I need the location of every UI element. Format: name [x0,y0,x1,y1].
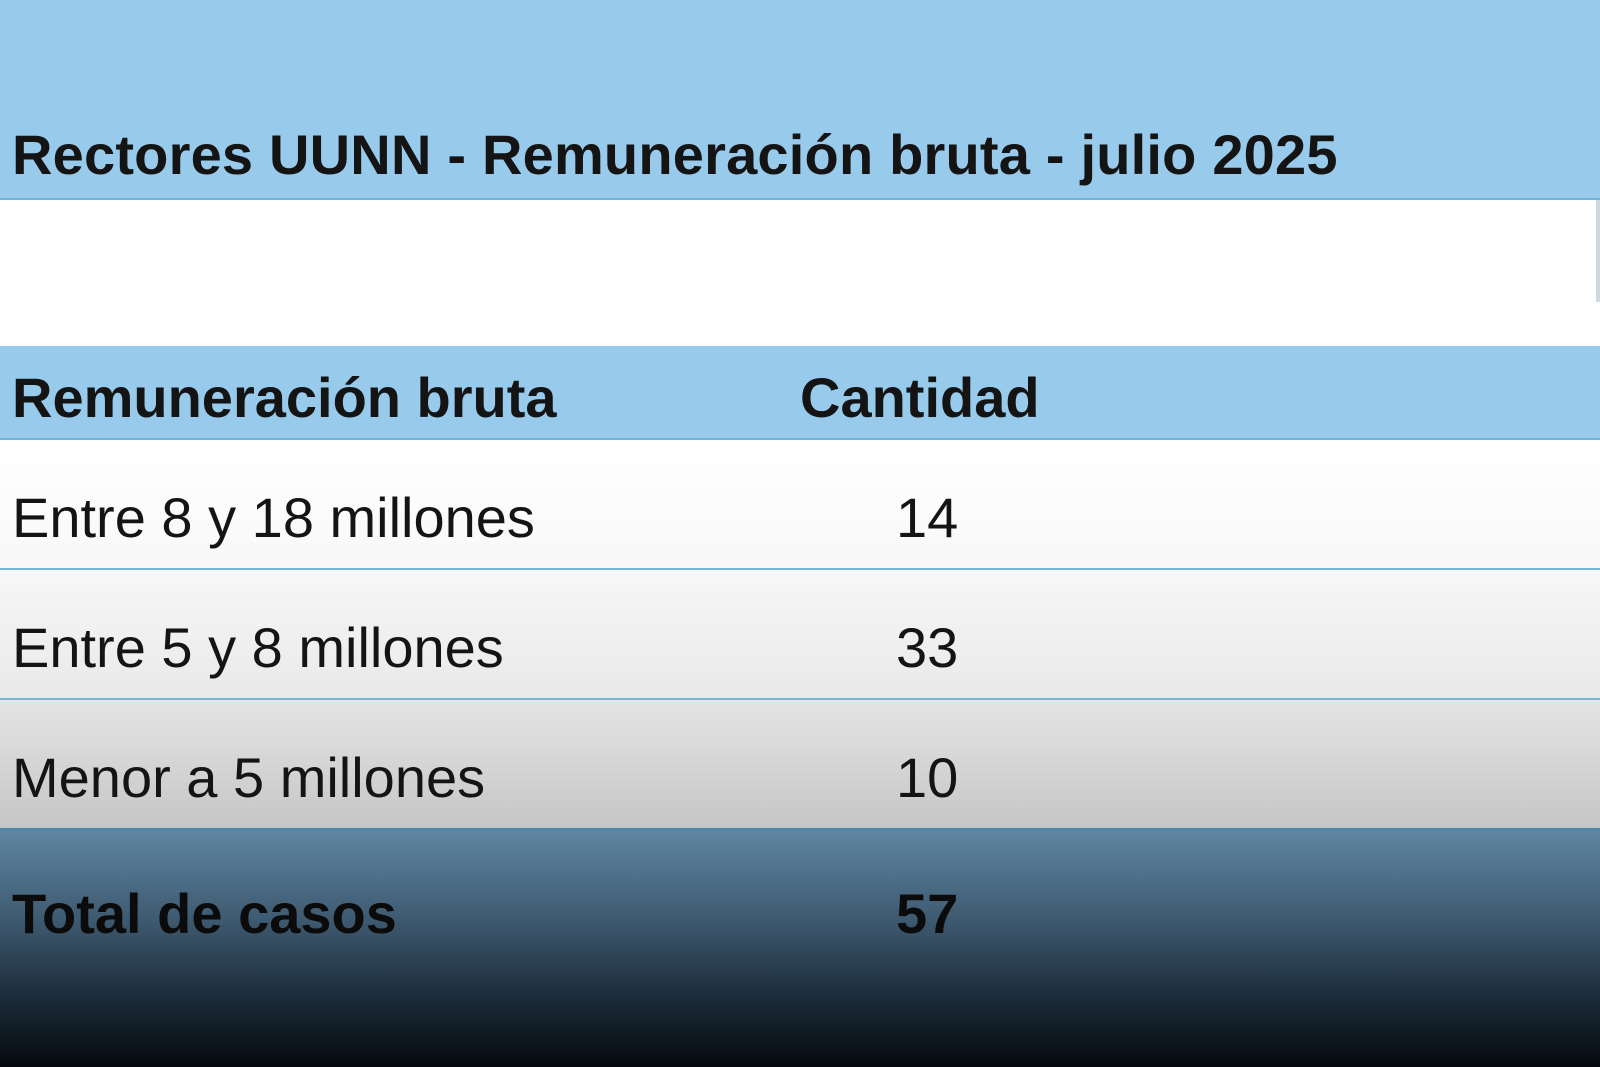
table-row: Menor a 5 millones 10 [0,700,1600,830]
cell-edge [1596,200,1600,302]
total-value: 57 [896,882,959,945]
table-row: Entre 5 y 8 millones 33 [0,570,1600,700]
table-header-row: Remuneración bruta Cantidad [0,346,1600,440]
row-value: 33 [896,616,959,679]
title-band: Rectores UUNN - Remuneración bruta - jul… [0,0,1600,200]
row-value: 10 [896,746,959,809]
page-title: Rectores UUNN - Remuneración bruta - jul… [12,123,1338,186]
row-label: Menor a 5 millones [12,746,486,809]
row-label: Entre 5 y 8 millones [12,616,504,679]
row-label: Entre 8 y 18 millones [12,486,535,549]
total-row: Total de casos 57 [0,830,1600,1067]
total-label: Total de casos [12,882,397,945]
blank-row [0,200,1600,346]
table-row: Entre 8 y 18 millones 14 [0,440,1600,570]
header-cantidad: Cantidad [800,366,1040,429]
row-value: 14 [896,486,959,549]
header-remuneracion: Remuneración bruta [12,366,557,429]
